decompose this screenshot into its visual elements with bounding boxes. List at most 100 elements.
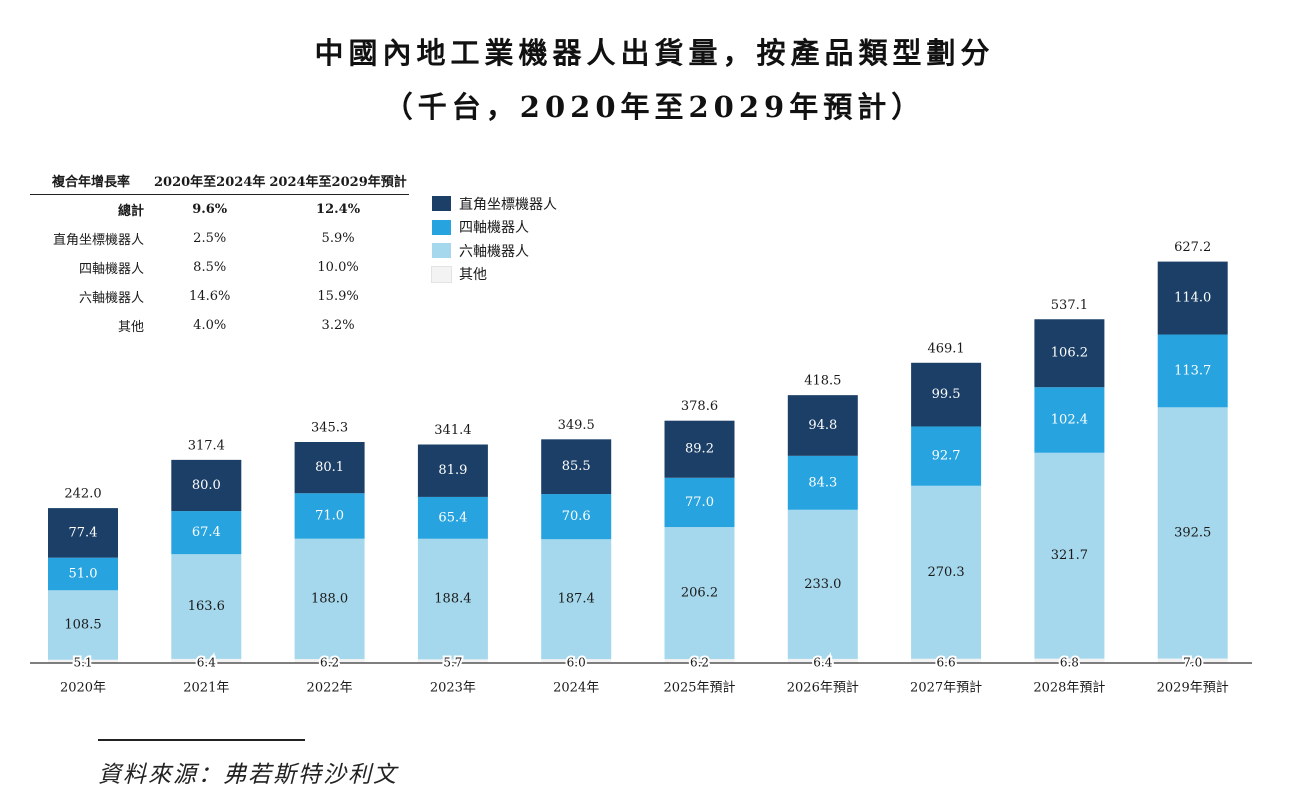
- data-label-six_axis: 108.5: [64, 618, 101, 633]
- cagr-row-v2: 5.9%: [321, 231, 355, 246]
- bar-segment-cartesian: [787, 395, 858, 456]
- x-tick-label: 2022年: [307, 681, 353, 696]
- data-label-other: 6.4: [197, 656, 216, 670]
- cagr-row-v2: 15.9%: [317, 289, 359, 304]
- total-label: 537.1: [1051, 298, 1088, 313]
- bar-segment-cartesian: [664, 420, 735, 478]
- cagr-header-label: 複合年增長率: [30, 168, 152, 195]
- legend-swatch-six-axis: [432, 243, 451, 259]
- data-label-other: 6.2: [320, 656, 339, 670]
- legend-label-cartesian: 直角坐標機器人: [459, 196, 557, 213]
- cagr-row-label: 其他: [117, 320, 144, 335]
- data-label-four_axis: 84.3: [808, 475, 837, 490]
- x-tick-label: 2029年預計: [1157, 680, 1229, 696]
- bar-segment-cartesian: [911, 362, 982, 427]
- cagr-header-period2: 2024年至2029年預計: [267, 168, 409, 195]
- total-label: 418.5: [804, 374, 841, 389]
- cagr-row-cartesian: 直角坐標機器人 2.5% 5.9%: [30, 224, 409, 253]
- data-label-four_axis: 77.0: [685, 495, 714, 510]
- x-tick-label: 2020年: [60, 681, 106, 696]
- data-label-six_axis: 206.2: [681, 586, 718, 601]
- data-label-cartesian: 114.0: [1174, 291, 1211, 306]
- data-label-six_axis: 163.6: [188, 599, 225, 614]
- source-note: 資料來源：弗若斯特沙利文: [98, 762, 398, 788]
- cagr-row-v1: 2.5%: [193, 231, 227, 246]
- cagr-row-v2: 3.2%: [321, 318, 355, 333]
- cagr-row-v1: 9.6%: [192, 202, 228, 217]
- cagr-row-other: 其他 4.0% 3.2%: [30, 311, 409, 340]
- total-label: 469.1: [927, 341, 964, 356]
- data-label-cartesian: 81.9: [438, 463, 467, 478]
- data-label-four_axis: 67.4: [192, 525, 221, 540]
- bar-segment-four_axis: [664, 477, 735, 528]
- bar-segment-four_axis: [171, 511, 242, 555]
- bar-segment-cartesian: [1157, 261, 1228, 335]
- cagr-row-six-axis: 六軸機器人 14.6% 15.9%: [30, 282, 409, 311]
- legend-swatch-other: [431, 265, 452, 283]
- bar-segment-other: [1157, 658, 1228, 663]
- data-label-six_axis: 270.3: [927, 565, 964, 580]
- data-label-six_axis: 392.5: [1174, 525, 1211, 540]
- legend-item-other: 其他: [431, 263, 557, 287]
- data-label-six_axis: 233.0: [804, 577, 841, 592]
- data-label-cartesian: 99.5: [932, 387, 961, 402]
- data-label-cartesian: 77.4: [69, 525, 98, 540]
- bar-segment-six_axis: [541, 539, 612, 660]
- bar-segment-other: [787, 658, 858, 663]
- bar-segment-four_axis: [1034, 387, 1105, 453]
- data-label-four_axis: 70.6: [562, 509, 591, 524]
- data-label-other: 6.6: [937, 656, 956, 670]
- cagr-row-v1: 8.5%: [193, 260, 227, 275]
- bar-segment-six_axis: [1034, 452, 1105, 659]
- chart-subtitle: （千台，2020年至2029年預計）: [383, 90, 926, 124]
- bar-segment-other: [664, 659, 735, 663]
- cagr-row-label: 四軸機器人: [78, 262, 144, 277]
- data-label-four_axis: 71.0: [315, 508, 344, 523]
- data-label-other: 6.2: [690, 656, 709, 670]
- legend-item-cartesian: 直角坐標機器人: [432, 192, 557, 216]
- bar-segment-other: [171, 658, 242, 663]
- bar-segment-six_axis: [1157, 407, 1228, 659]
- data-label-six_axis: 188.0: [311, 591, 348, 606]
- legend-label-other: 其他: [459, 267, 487, 284]
- bar-segment-other: [1034, 658, 1105, 663]
- bar-segment-other: [911, 658, 982, 663]
- bar-segment-cartesian: [417, 444, 488, 497]
- data-label-six_axis: 188.4: [434, 592, 471, 607]
- x-tick-label: 2021年: [183, 681, 229, 696]
- legend-label-four-axis: 四軸機器人: [459, 220, 529, 237]
- bar-segment-four_axis: [294, 493, 365, 539]
- x-tick-label: 2025年預計: [663, 680, 735, 696]
- cagr-row-label: 總計: [117, 204, 144, 219]
- chart-title: 中國內地工業機器人出貨量，按產品類型劃分: [314, 36, 995, 70]
- bar-segment-four_axis: [541, 494, 612, 540]
- cagr-row-v2: 12.4%: [316, 202, 361, 217]
- cagr-row-v1: 14.6%: [189, 289, 231, 304]
- legend-swatch-cartesian: [432, 196, 451, 212]
- total-label: 345.3: [311, 421, 348, 436]
- bar-segment-cartesian: [48, 508, 118, 558]
- bar-segment-other: [417, 659, 488, 663]
- data-label-other: 5.1: [73, 656, 92, 670]
- cagr-header-period1: 2020年至2024年: [152, 168, 268, 195]
- bar-segment-four_axis: [911, 426, 982, 486]
- cagr-row-total: 總計 9.6% 12.4%: [30, 195, 409, 225]
- legend-label-six-axis: 六軸機器人: [459, 243, 529, 260]
- cagr-row-four-axis: 四軸機器人 8.5% 10.0%: [30, 253, 409, 282]
- cagr-header-row: 複合年增長率 2020年至2024年 2024年至2029年預計: [30, 168, 409, 195]
- cagr-row-v2: 10.0%: [317, 260, 359, 275]
- data-label-cartesian: 89.2: [685, 442, 714, 457]
- data-label-six_axis: 187.4: [558, 592, 595, 607]
- bar-segment-cartesian: [171, 459, 242, 512]
- bar-segment-six_axis: [48, 590, 118, 660]
- data-label-other: 6.8: [1060, 656, 1079, 670]
- data-label-cartesian: 80.0: [192, 478, 221, 493]
- total-label: 341.4: [434, 423, 471, 438]
- chart-legend: 直角坐標機器人 四軸機器人 六軸機器人 其他: [431, 192, 557, 287]
- total-label: 378.6: [681, 399, 718, 414]
- bar-segment-other: [294, 659, 365, 663]
- cagr-row-label: 直角坐標機器人: [52, 233, 144, 248]
- bar-segment-six_axis: [294, 538, 365, 660]
- total-label: 349.5: [558, 418, 595, 433]
